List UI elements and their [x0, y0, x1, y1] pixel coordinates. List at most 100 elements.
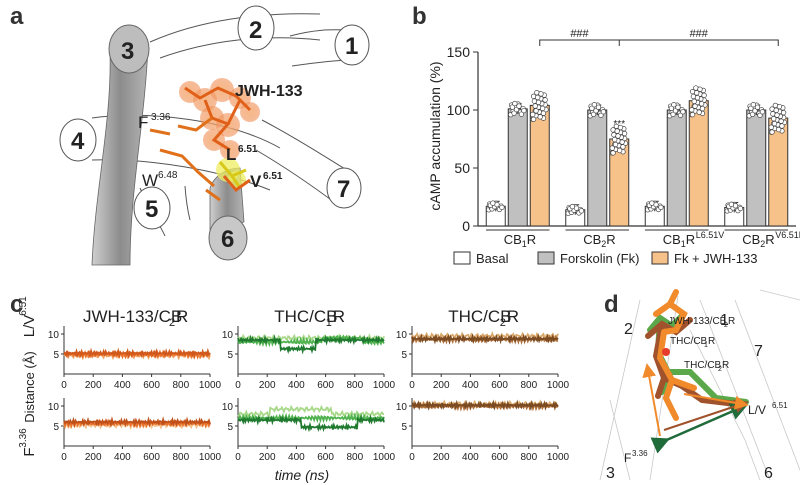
subplot-xtick-label: 600 — [143, 452, 160, 463]
svg-text:3.36: 3.36 — [632, 449, 648, 458]
svg-text:W: W — [142, 171, 158, 190]
trajectory-line-2 — [63, 347, 211, 360]
panel-a: a 2 1 4 7 5 3 6 — [10, 3, 370, 266]
svg-text:CB: CB — [742, 232, 760, 247]
replicate-point — [759, 109, 766, 115]
replicate-point — [591, 102, 598, 108]
distance-arrow-jwh — [642, 363, 661, 437]
replicate-point — [589, 105, 595, 111]
svg-text:R: R — [507, 307, 519, 326]
helix-3-body — [91, 45, 149, 266]
replicate-point — [780, 110, 787, 116]
replicate-point — [600, 109, 607, 115]
legend-label-thc-cb1: THC/CB 1 R — [670, 336, 715, 349]
replicate-point — [518, 111, 525, 117]
bar-forskolin-fk--2 — [666, 109, 687, 227]
replicate-point — [670, 111, 676, 117]
replicate-point — [590, 111, 597, 117]
helix-tube-2-lower — [159, 37, 321, 59]
subplot-xtick-label: 400 — [114, 452, 131, 463]
replicate-point — [749, 111, 756, 117]
replicate-point — [776, 126, 782, 133]
subplot-xtick-label: 1000 — [199, 380, 222, 391]
replicate-point — [537, 114, 543, 120]
subplot-xtick-label: 0 — [61, 380, 67, 391]
svg-text:THC/CB: THC/CB — [684, 360, 722, 371]
chart-c-title-0: JWH-133/CB2 R — [83, 307, 188, 329]
helix-cap-6 — [208, 215, 248, 261]
subplot-xtick-label: 800 — [520, 380, 537, 391]
replicate-point — [509, 104, 516, 110]
replicate-point — [598, 112, 604, 118]
replicate-point — [728, 201, 735, 207]
l651-sidechain — [218, 161, 247, 189]
subplot-xtick-label: 200 — [259, 380, 276, 391]
replicate-point — [610, 150, 616, 156]
subplot-xtick-label: 1000 — [547, 380, 570, 391]
chart-c-subplot-0: 5 10 0 200 400 600 800 1000 — [48, 326, 222, 391]
ylabel-top-sup: 3.36 — [18, 428, 29, 448]
ylabel-bot-main: L/V — [21, 315, 38, 338]
svg-text:6.51: 6.51 — [263, 171, 283, 182]
helix-label-d-6: 6 — [764, 465, 773, 482]
svg-text:2: 2 — [724, 322, 728, 329]
chart-c-subplot-2: 5 10 0 200 400 600 800 1000 — [396, 326, 570, 391]
helix-label-d-2: 2 — [624, 321, 633, 338]
trajectory-line-0 — [237, 404, 384, 419]
subplot-xtick-label: 600 — [317, 452, 334, 463]
svg-text:6.48: 6.48 — [158, 170, 178, 181]
svg-text:R: R — [686, 232, 695, 247]
replicate-point — [776, 103, 783, 110]
replicate-point — [672, 108, 679, 114]
svg-text:2: 2 — [760, 239, 765, 249]
distance-arrow-thc-cb2 — [663, 399, 749, 431]
helix-label-d-7: 7 — [754, 343, 763, 360]
svg-text:THC/CB: THC/CB — [448, 307, 511, 326]
replicate-point — [612, 141, 619, 148]
subplot-xtick-label: 800 — [346, 452, 363, 463]
replicate-point — [540, 110, 547, 116]
ylabel-top-main: F — [21, 447, 38, 456]
svg-text:R: R — [527, 232, 536, 247]
helix-label-a-2: 2 — [249, 17, 262, 44]
bar-fk-jwh-133-2 — [688, 100, 709, 227]
legend-swatch-0 — [453, 251, 471, 265]
svg-text:2: 2 — [500, 317, 506, 329]
subplot-xtick-label: 400 — [462, 452, 479, 463]
replicate-point — [701, 92, 707, 98]
replicate-point — [593, 108, 599, 114]
subplot-xtick-label: 400 — [462, 380, 479, 391]
replicate-point — [512, 100, 518, 107]
ylabel-bot-sup: 6.51 — [18, 296, 29, 316]
oxygen-atom — [662, 348, 670, 356]
svg-text:JWH-133/CB: JWH-133/CB — [668, 316, 727, 327]
svg-text:F: F — [138, 113, 148, 132]
svg-text:6.51: 6.51 — [772, 401, 788, 410]
replicate-point — [699, 105, 706, 112]
replicate-point — [694, 95, 701, 101]
helix-tube-7 — [261, 119, 351, 173]
helix-cap-2 — [237, 5, 275, 51]
replicate-point — [617, 147, 623, 154]
replicate-point — [774, 112, 780, 118]
replicate-point — [771, 116, 777, 122]
helix-label-a-7: 7 — [337, 176, 350, 203]
replicate-point — [692, 103, 698, 109]
subplot-xtick-label: 200 — [259, 452, 276, 463]
svg-text:R: R — [765, 232, 774, 247]
significance-brackets: ### ### *** — [539, 28, 779, 130]
chart-c-title-1: THC/CB1 R — [274, 307, 345, 329]
helix-label-a-3: 3 — [121, 38, 134, 65]
subplot-ytick-label: 5 — [53, 422, 59, 433]
replicate-point — [521, 107, 527, 114]
bar-fk-jwh-133-0 — [529, 104, 550, 227]
replicate-point — [595, 104, 602, 110]
svg-text:JWH-133/CB: JWH-133/CB — [83, 307, 182, 326]
svg-text:R: R — [708, 336, 715, 347]
subplot-ytick-label: 5 — [53, 350, 59, 361]
